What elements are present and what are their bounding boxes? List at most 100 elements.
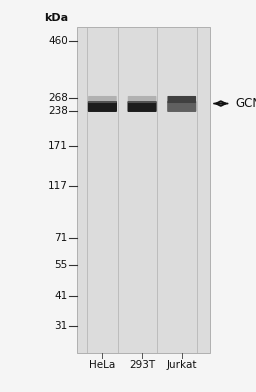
- Bar: [77, 159, 210, 163]
- Bar: [77, 241, 210, 246]
- Text: 293T: 293T: [129, 360, 155, 370]
- Bar: [77, 143, 210, 147]
- Text: 71: 71: [55, 233, 68, 243]
- Bar: [77, 147, 210, 151]
- Bar: [77, 89, 210, 93]
- Text: HeLa: HeLa: [89, 360, 115, 370]
- Bar: [77, 60, 210, 65]
- Bar: [77, 283, 210, 287]
- Bar: [77, 163, 210, 167]
- Bar: [77, 126, 210, 131]
- Bar: [77, 320, 210, 324]
- Bar: [77, 176, 210, 180]
- Bar: [77, 266, 210, 270]
- Bar: [77, 167, 210, 172]
- Text: 117: 117: [48, 181, 68, 191]
- Text: GCN1L1: GCN1L1: [236, 97, 256, 110]
- Bar: [77, 139, 210, 143]
- Bar: [77, 316, 210, 320]
- Bar: [77, 233, 210, 238]
- Bar: [77, 246, 210, 250]
- Bar: [77, 196, 210, 200]
- Bar: [77, 262, 210, 266]
- Bar: [77, 221, 210, 225]
- Bar: [77, 114, 210, 118]
- Bar: [77, 270, 210, 274]
- Bar: [77, 106, 210, 110]
- Bar: [77, 40, 210, 44]
- Bar: [77, 213, 210, 217]
- FancyBboxPatch shape: [88, 96, 117, 103]
- Text: Jurkat: Jurkat: [166, 360, 197, 370]
- Bar: [77, 134, 210, 139]
- Bar: [77, 180, 210, 184]
- Bar: [77, 192, 210, 196]
- Bar: [77, 258, 210, 262]
- Bar: [77, 93, 210, 98]
- Text: 41: 41: [55, 291, 68, 301]
- FancyBboxPatch shape: [88, 101, 117, 112]
- FancyBboxPatch shape: [167, 101, 196, 112]
- Bar: [77, 200, 210, 205]
- FancyBboxPatch shape: [127, 101, 157, 112]
- Bar: [77, 36, 210, 40]
- Text: kDa: kDa: [44, 13, 68, 23]
- Bar: [77, 48, 210, 52]
- Bar: [77, 122, 210, 126]
- Bar: [77, 27, 210, 353]
- Bar: [77, 250, 210, 254]
- Bar: [77, 85, 210, 89]
- Bar: [77, 345, 210, 348]
- Bar: [77, 217, 210, 221]
- Bar: [77, 151, 210, 155]
- FancyBboxPatch shape: [128, 96, 156, 103]
- Bar: [77, 56, 210, 60]
- Bar: [77, 328, 210, 332]
- Bar: [77, 229, 210, 233]
- Bar: [77, 279, 210, 283]
- Bar: [77, 312, 210, 316]
- Bar: [77, 110, 210, 114]
- Text: 268: 268: [48, 93, 68, 103]
- Bar: [77, 225, 210, 229]
- Bar: [77, 155, 210, 159]
- Bar: [77, 238, 210, 241]
- Bar: [77, 291, 210, 295]
- Bar: [77, 188, 210, 192]
- Bar: [77, 254, 210, 258]
- Bar: [77, 287, 210, 291]
- Bar: [77, 324, 210, 328]
- Bar: [77, 52, 210, 56]
- Bar: [77, 205, 210, 209]
- Bar: [77, 332, 210, 336]
- Bar: [77, 349, 210, 353]
- Bar: [77, 275, 210, 279]
- Bar: [77, 118, 210, 122]
- Bar: [77, 65, 210, 69]
- Bar: [77, 102, 210, 106]
- Bar: [77, 336, 210, 340]
- Bar: [77, 81, 210, 85]
- Bar: [77, 27, 210, 32]
- Text: 31: 31: [55, 321, 68, 331]
- Bar: [77, 295, 210, 299]
- Text: 55: 55: [55, 260, 68, 270]
- Bar: [77, 209, 210, 213]
- Bar: [77, 303, 210, 307]
- Bar: [77, 77, 210, 81]
- Bar: [77, 341, 210, 345]
- Bar: [77, 98, 210, 102]
- Bar: [77, 24, 210, 27]
- Text: 171: 171: [48, 141, 68, 151]
- Bar: [77, 308, 210, 312]
- Bar: [77, 299, 210, 303]
- Bar: [77, 172, 210, 176]
- FancyBboxPatch shape: [167, 96, 196, 103]
- Bar: [77, 184, 210, 188]
- Bar: [77, 44, 210, 48]
- Bar: [77, 131, 210, 134]
- Bar: [77, 32, 210, 36]
- Bar: [77, 69, 210, 73]
- Text: 238: 238: [48, 106, 68, 116]
- Bar: [77, 73, 210, 77]
